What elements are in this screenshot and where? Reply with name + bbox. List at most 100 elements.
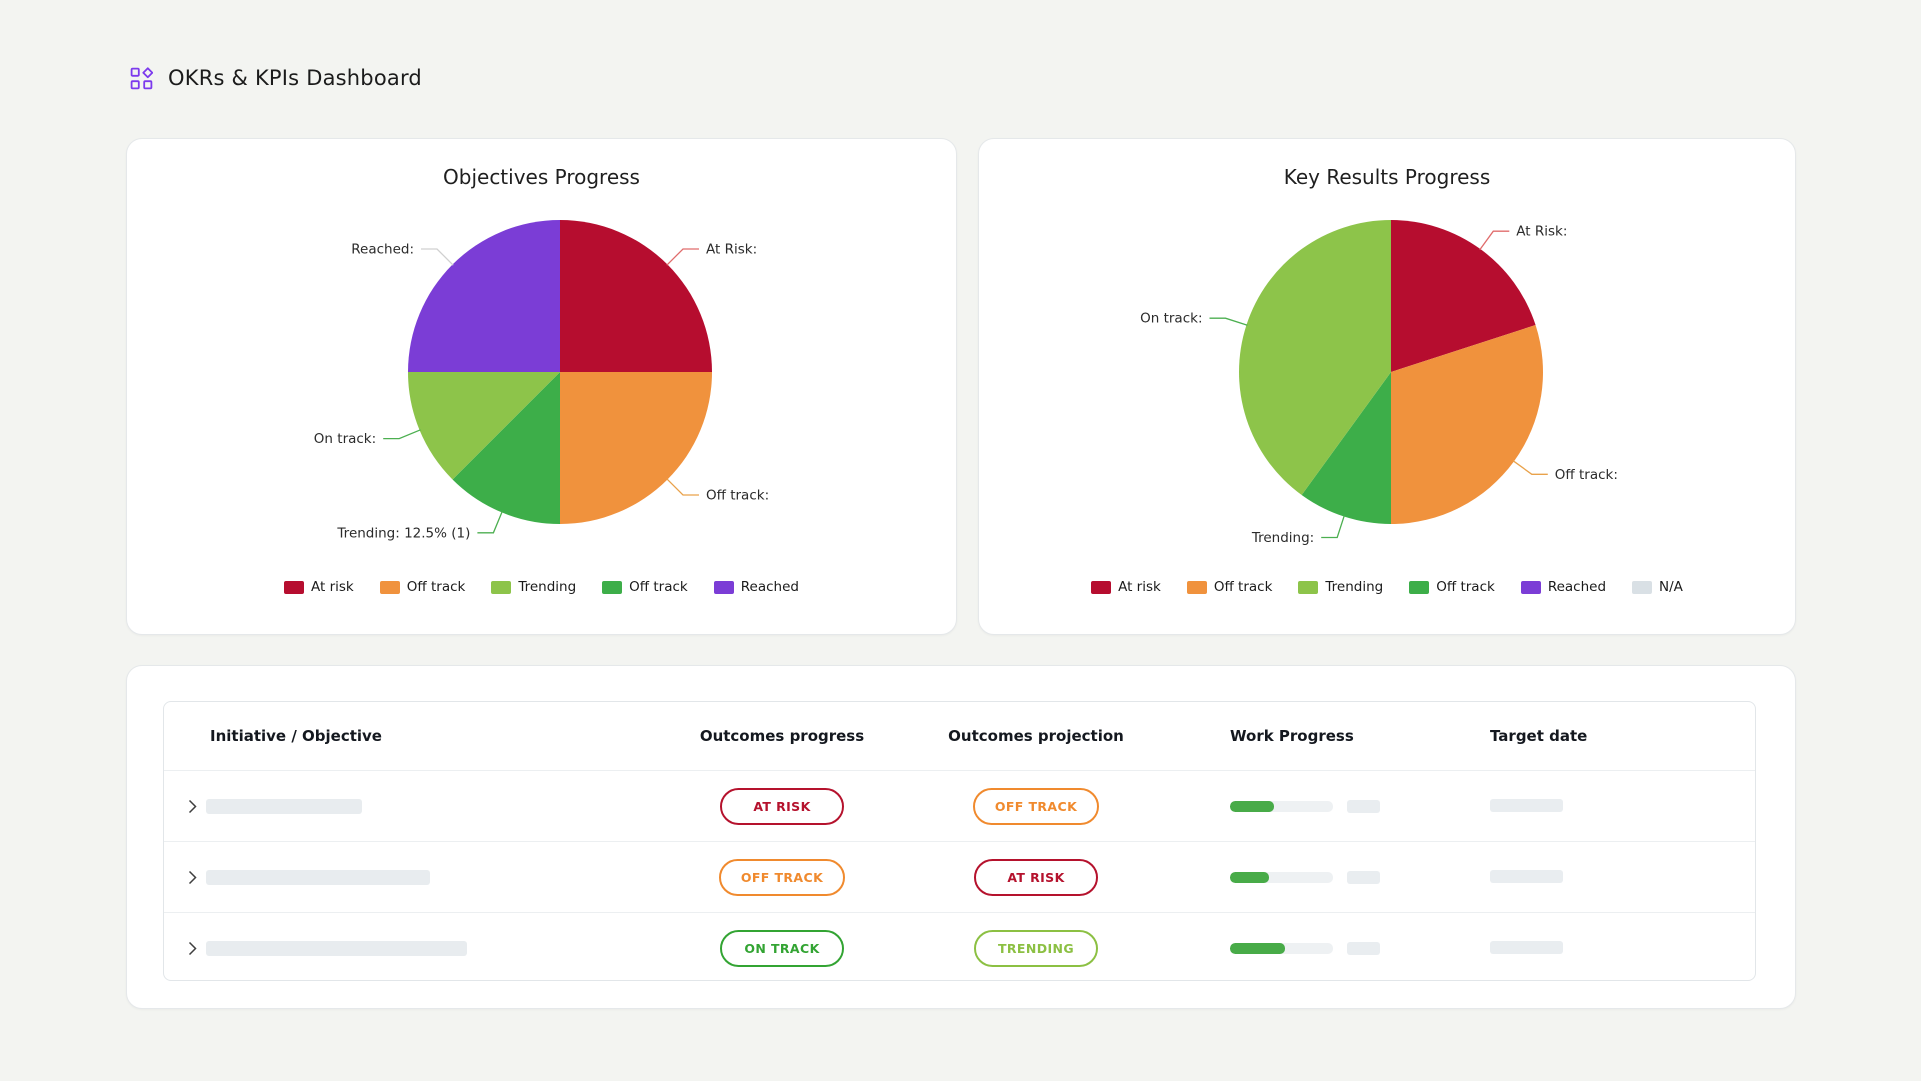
pie-slice-label-on-track: On track:: [314, 431, 376, 447]
pie-leader-line-trending: [477, 511, 503, 534]
pie-slice-on-track: [408, 372, 560, 480]
objectives-progress-pie-chart: At Risk: Off track: Trending: 12.5% (1) On …: [314, 220, 769, 541]
legend-item: N/A: [1632, 579, 1683, 595]
pie-leader-line-off-track: [1512, 460, 1548, 475]
legend-label: At risk: [1118, 579, 1161, 595]
expand-row-chevron-icon[interactable]: [187, 870, 198, 885]
legend-swatch: [713, 580, 734, 594]
progress-value-placeholder: [1347, 941, 1380, 955]
column-header-outcomes-projection: Outcomes projection: [948, 727, 1124, 745]
pie-slice-label-off-track: Off track:: [706, 488, 769, 504]
legend-swatch: [1409, 580, 1430, 594]
key-results-progress-pie-chart: At Risk: Off track: Trending: On track:: [1140, 220, 1618, 546]
legend-label: Trending: [518, 579, 577, 595]
legend-label: Reached: [1547, 579, 1607, 595]
work-progress-fill: [1230, 942, 1285, 954]
status-badge: OFF TRACK: [972, 787, 1100, 825]
legend-label: At risk: [311, 579, 354, 595]
legend-item: At risk: [284, 579, 354, 595]
table-row[interactable]: AT RISK OFF TRACK: [164, 770, 1755, 841]
target-date-placeholder: [1490, 798, 1563, 812]
legend-label: Trending: [1325, 579, 1384, 595]
work-progress-bar: [1230, 871, 1333, 883]
target-date-placeholder: [1490, 940, 1563, 954]
pie-slice-off-track: [1391, 325, 1543, 524]
pie-slice-at-risk: [560, 220, 712, 372]
objectives-progress-card: Objectives Progress At Risk: Off track: Tr…: [126, 138, 957, 635]
legend-label: Off track: [1213, 579, 1273, 595]
pie-leader-line-on-track: [383, 429, 421, 440]
status-badge: OFF TRACK: [718, 858, 846, 896]
column-header-outcomes-progress: Outcomes progress: [699, 727, 865, 745]
column-header-initiative-objective: Initiative / Objective: [210, 727, 382, 745]
pie-slice-reached: [408, 220, 560, 372]
pie-slice-label-trending: Trending: 12.5% (1): [336, 525, 470, 541]
legend-item: Reached: [713, 579, 799, 595]
legend-swatch: [1091, 580, 1112, 594]
progress-value-placeholder: [1347, 870, 1380, 884]
pie-slice-trending: [452, 372, 560, 524]
pie-leader-line-on-track: [1209, 317, 1248, 326]
initiative-title-placeholder: [206, 798, 362, 814]
chart-title-objectives: Objectives Progress: [443, 165, 640, 189]
column-header-work-progress: Work Progress: [1230, 727, 1354, 745]
pie-leader-line-at-risk: [1479, 230, 1510, 251]
legend-label: N/A: [1659, 579, 1683, 595]
status-badge: AT RISK: [720, 787, 844, 825]
page-header: OKRs & KPIs Dashboard: [130, 66, 422, 90]
pie-leader-line-reached: [421, 248, 454, 266]
target-date-placeholder: [1490, 869, 1563, 883]
expand-row-chevron-icon[interactable]: [187, 941, 198, 956]
legend-label: Off track: [1436, 579, 1495, 595]
pie-slice-label-at-risk: At Risk:: [1516, 224, 1567, 240]
initiatives-table-card: Initiative / Objective Outcomes progress…: [126, 665, 1796, 1009]
pie-slice-off-track: [560, 372, 712, 524]
legend-swatch: [602, 580, 623, 594]
legend-swatch: [284, 580, 305, 594]
table-row[interactable]: ON TRACK TRENDING: [164, 912, 1755, 980]
legend-swatch: [1632, 580, 1653, 594]
work-progress-fill: [1230, 800, 1275, 812]
pie-leader-line-off-track: [666, 478, 699, 496]
initiatives-table: Initiative / Objective Outcomes progress…: [163, 701, 1756, 981]
pie-slice-on-track: [1239, 220, 1391, 495]
key-results-progress-card: Key Results Progress At Risk: Off track: T…: [978, 138, 1796, 635]
pie-slice-label-off-track: Off track:: [1555, 467, 1618, 483]
status-badge: ON TRACK: [720, 929, 844, 967]
legend-label: Reached: [740, 579, 799, 595]
legend-item: Off track: [379, 579, 466, 595]
progress-value-placeholder: [1347, 799, 1380, 813]
legend-swatch: [1520, 580, 1541, 594]
pie-slice-label-reached: Reached:: [351, 242, 414, 258]
chart-legend: At risk Off track Trending Off track Reached…: [979, 579, 1795, 595]
legend-swatch: [1186, 580, 1207, 594]
legend-label: Off track: [406, 579, 466, 595]
dashboard-icon: [130, 66, 153, 90]
pie-leader-line-at-risk: [666, 248, 699, 266]
legend-item: At risk: [1091, 579, 1161, 595]
pie-leader-line-trending: [1321, 515, 1345, 539]
legend-swatch: [491, 580, 512, 594]
page-title: OKRs & KPIs Dashboard: [168, 66, 422, 90]
legend-swatch: [1298, 580, 1319, 594]
legend-item: Off track: [1409, 579, 1495, 595]
initiative-title-placeholder: [206, 869, 430, 885]
legend-label: Off track: [629, 579, 688, 595]
table-row[interactable]: OFF TRACK AT RISK: [164, 841, 1755, 912]
pie-slice-label-trending: Trending:: [1251, 530, 1314, 546]
work-progress-bar: [1230, 800, 1333, 812]
work-progress-bar: [1230, 942, 1333, 954]
status-badge: TRENDING: [974, 929, 1098, 967]
legend-swatch: [379, 580, 400, 594]
chart-title-key-results: Key Results Progress: [1283, 165, 1491, 189]
legend-item: Trending: [1298, 579, 1383, 595]
initiative-title-placeholder: [206, 940, 467, 956]
chart-legend: At risk Off track Trending Off track Reached: [127, 579, 956, 595]
pie-slice-label-on-track: On track:: [1140, 311, 1202, 327]
expand-row-chevron-icon[interactable]: [187, 799, 198, 814]
pie-slice-at-risk: [1391, 220, 1536, 372]
pie-slice-label-at-risk: At Risk:: [706, 242, 757, 258]
work-progress-fill: [1230, 871, 1270, 883]
legend-item: Reached: [1520, 579, 1607, 595]
